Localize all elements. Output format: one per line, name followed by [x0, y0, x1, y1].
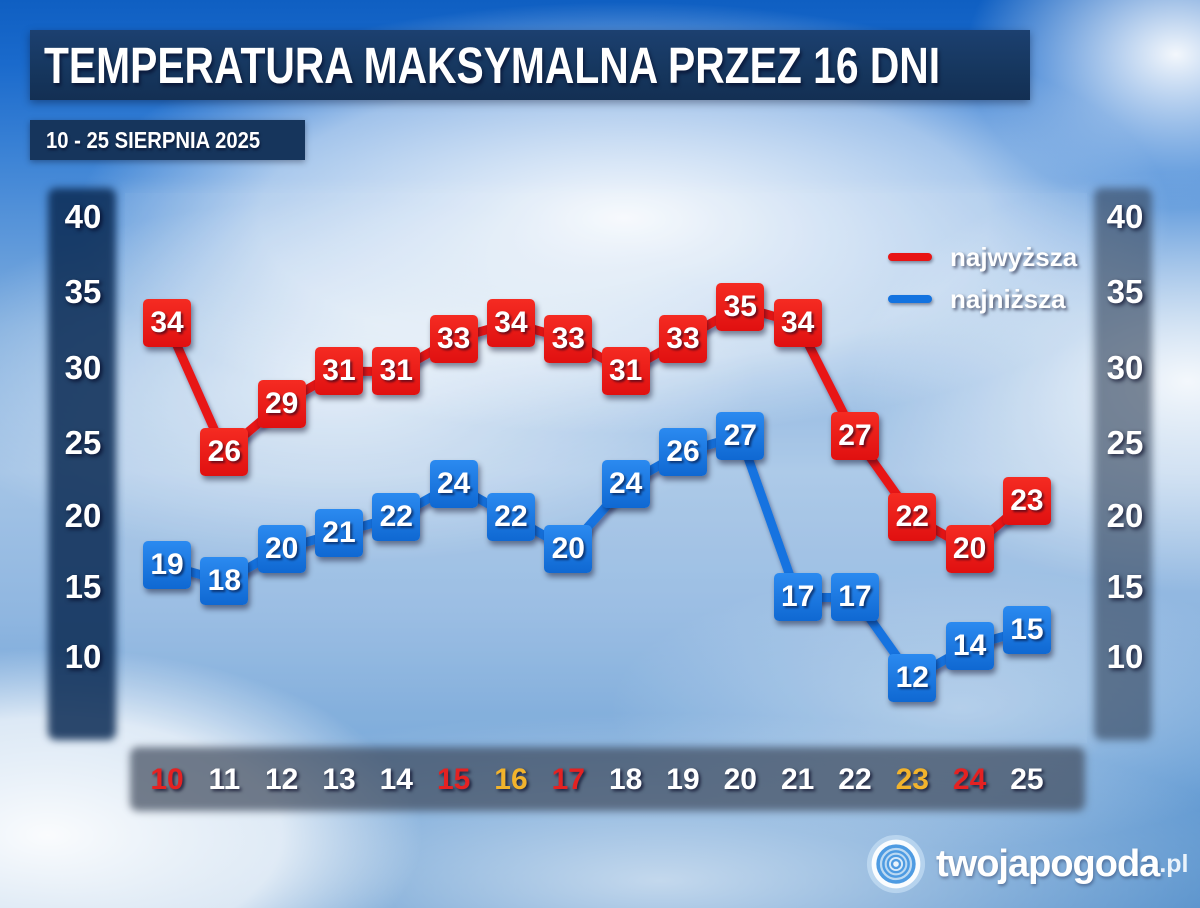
series-line-najniższa	[162, 431, 1032, 683]
day-label: 23	[895, 763, 929, 796]
value-box-najwyższa-day-14: 31	[372, 347, 421, 396]
value-box-najniższa-day-19: 26	[658, 428, 707, 477]
value-box-najniższa-day-24: 14	[945, 621, 994, 670]
value-box-najniższa-day-23: 12	[888, 654, 937, 703]
day-label: 21	[780, 763, 815, 796]
value-box-najwyższa-day-21: 34	[773, 298, 822, 347]
y-axis-tick: 30	[1106, 349, 1144, 386]
value-box-najwyższa-day-10: 34	[143, 298, 191, 347]
y-axis-tick: 20	[1106, 497, 1144, 534]
date-range-banner: 10 - 25 SIERPNIA 2025	[30, 120, 306, 160]
day-label: 15	[436, 763, 471, 796]
value-box-najniższa-day-22: 17	[830, 573, 879, 622]
y-axis-tick: 40	[64, 198, 102, 235]
y-axis-band-right	[1094, 188, 1152, 740]
day-label: 20	[723, 763, 757, 796]
day-label: 17	[551, 763, 585, 796]
value-box-najniższa-day-15: 24	[429, 460, 478, 509]
value-box-najniższa-day-18: 24	[601, 460, 650, 509]
x-axis-band	[130, 747, 1085, 811]
y-axis-band-left	[48, 188, 116, 740]
y-axis-tick: 10	[1106, 638, 1144, 675]
high-series-line-icon	[888, 253, 932, 261]
day-label: 19	[666, 763, 700, 796]
value-box-najwyższa-day-15: 33	[429, 315, 478, 364]
value-box-najniższa-day-20: 27	[716, 411, 765, 460]
value-box-najwyższa-day-23: 22	[888, 492, 937, 541]
weather-rings-icon	[866, 834, 926, 894]
low-series-line-icon	[888, 295, 932, 303]
value-box-najwyższa-day-13: 31	[314, 347, 363, 396]
y-axis-tick: 10	[64, 638, 102, 675]
day-label: 14	[379, 763, 413, 796]
day-label: 18	[608, 763, 643, 796]
site-logo: twojapogoda .pl	[866, 834, 1188, 894]
value-box-najwyższa-day-19: 33	[658, 315, 707, 364]
legend-low-label: najniższa	[950, 283, 1066, 314]
value-box-najwyższa-day-18: 31	[601, 347, 650, 396]
value-box-najwyższa-day-17: 33	[544, 315, 593, 364]
title-banner: TEMPERATURA MAKSYMALNA PRZEZ 16 DNI	[30, 30, 1030, 100]
y-axis-tick: 15	[1106, 568, 1144, 605]
y-axis-tick: 35	[1106, 273, 1144, 310]
value-box-najniższa-day-10: 19	[143, 541, 191, 590]
y-axis-tick: 40	[1106, 198, 1144, 235]
value-box-najniższa-day-13: 21	[314, 508, 363, 557]
series-line-najwyższa	[162, 302, 1032, 554]
legend: najwyższa najniższa	[888, 236, 1077, 320]
legend-item-high: najwyższa	[888, 236, 1077, 278]
day-label: 11	[208, 763, 241, 796]
y-axis-tick: 15	[64, 568, 102, 605]
logo-name: twojapogoda	[936, 842, 1160, 885]
value-box-najniższa-day-14: 22	[372, 492, 421, 541]
value-box-najniższa-day-17: 20	[544, 525, 593, 573]
y-axis-tick: 20	[64, 497, 102, 534]
value-box-najniższa-day-25: 15	[1002, 605, 1051, 654]
value-box-najwyższa-day-24: 20	[945, 525, 994, 573]
day-label: 12	[264, 763, 299, 796]
day-label: 10	[150, 763, 184, 796]
value-box-najwyższa-day-25: 23	[1002, 476, 1051, 525]
value-box-najwyższa-day-11: 26	[200, 428, 249, 477]
day-label: 16	[494, 763, 528, 796]
day-label: 22	[838, 763, 872, 796]
value-box-najwyższa-day-20: 35	[716, 282, 765, 331]
logo-tld: .pl	[1159, 849, 1189, 878]
day-label: 13	[322, 763, 356, 796]
page-title: TEMPERATURA MAKSYMALNA PRZEZ 16 DNI	[44, 36, 941, 94]
value-box-najwyższa-day-22: 27	[830, 411, 879, 460]
value-box-najniższa-day-12: 20	[257, 525, 306, 573]
y-axis-tick: 35	[64, 273, 102, 310]
value-box-najniższa-day-11: 18	[200, 557, 249, 606]
value-box-najniższa-day-21: 17	[773, 573, 822, 622]
legend-item-low: najniższa	[888, 278, 1077, 320]
value-box-najwyższa-day-16: 34	[486, 298, 535, 347]
value-box-najwyższa-day-12: 29	[257, 379, 306, 428]
y-axis-tick: 25	[64, 424, 102, 461]
date-range: 10 - 25 SIERPNIA 2025	[46, 126, 261, 153]
y-axis-tick: 25	[1106, 424, 1144, 461]
y-axis-tick: 30	[64, 349, 102, 386]
legend-high-label: najwyższa	[950, 241, 1078, 272]
day-label: 25	[1010, 763, 1044, 796]
value-box-najniższa-day-16: 22	[486, 492, 535, 541]
day-label: 24	[952, 763, 987, 796]
